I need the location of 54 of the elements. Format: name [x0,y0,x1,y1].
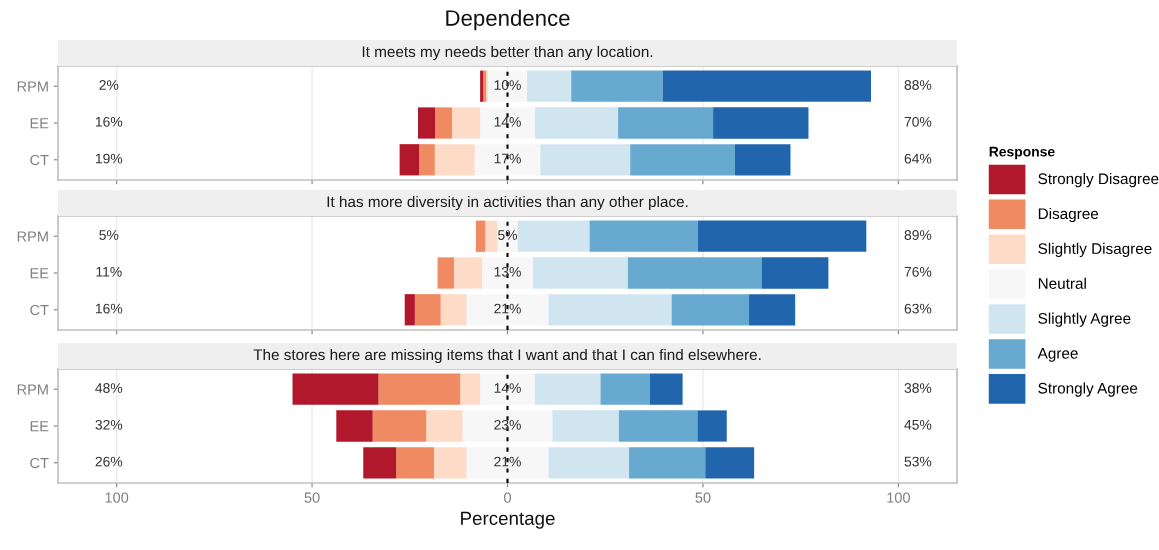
legend-title: Response [989,146,1055,160]
legend-label: Strongly Disagree [1038,172,1159,188]
x-tick-label: 100 [887,492,910,503]
x-tick-label: 0 [504,492,511,503]
annotation: 16% [95,303,123,314]
annotation: 17% [494,153,521,164]
y-tick-label: RPM [17,231,48,242]
annotation: 89% [904,230,932,240]
annotation: 26% [95,456,123,467]
annotation: 14% [494,383,521,393]
y-tick-label: CT [30,154,49,166]
annotation: 10% [494,80,521,90]
y-tick-label: EE [30,268,49,279]
annotation: 14% [494,116,521,127]
x-tick-label: 50 [695,492,711,503]
annotation: 63% [904,303,932,314]
annotation: 53% [904,456,932,467]
annotation: 76% [904,266,932,277]
annotation: 23% [494,419,521,430]
annotation: 19% [95,153,123,164]
y-tick-label: EE [30,421,49,432]
chart-title: The stores here are missing items that I want and that I can find elsewhere. [253,348,761,364]
chart-title: It has more diversity in activities than any other place. [327,195,688,211]
annotation: 32% [95,419,123,430]
annotation: 48% [95,383,123,393]
legend-label: Agree [1037,348,1078,362]
y-tick-label: CT [30,304,49,316]
annotation: 38% [904,383,932,393]
annotation: 70% [904,116,932,127]
annotation: 21% [494,456,521,467]
chart-subtitle: It meets my needs better than any location. [362,45,653,61]
y-tick-label: RPM [17,81,48,92]
legend-label: Strongly Agree [1038,382,1138,397]
annotation: 13% [494,266,521,277]
y-tick-label: RPM [17,384,48,395]
annotation: 16% [95,116,123,127]
annotation: 88% [904,80,932,90]
x-tick-label: 100 [105,492,129,503]
annotation: 2% [99,80,119,90]
x-tick-label: 50 [304,492,320,503]
legend-label: Neutral [1038,277,1086,289]
y-tick-label: CT [30,457,49,469]
legend-label: Slightly Disagree [1038,242,1152,258]
annotation: 5% [498,230,518,240]
chart-title: Dependence [446,9,570,31]
legend-label: Disagree [1038,207,1099,223]
annotation: 64% [904,153,932,164]
x-axis-title: Percentage [461,511,555,529]
annotation: 45% [904,419,932,430]
y-tick-label: EE [30,118,49,129]
annotation: 5% [99,230,119,240]
annotation: 21% [494,303,521,314]
annotation: 11% [96,266,122,277]
legend-label: Slightly Agree [1038,312,1131,327]
